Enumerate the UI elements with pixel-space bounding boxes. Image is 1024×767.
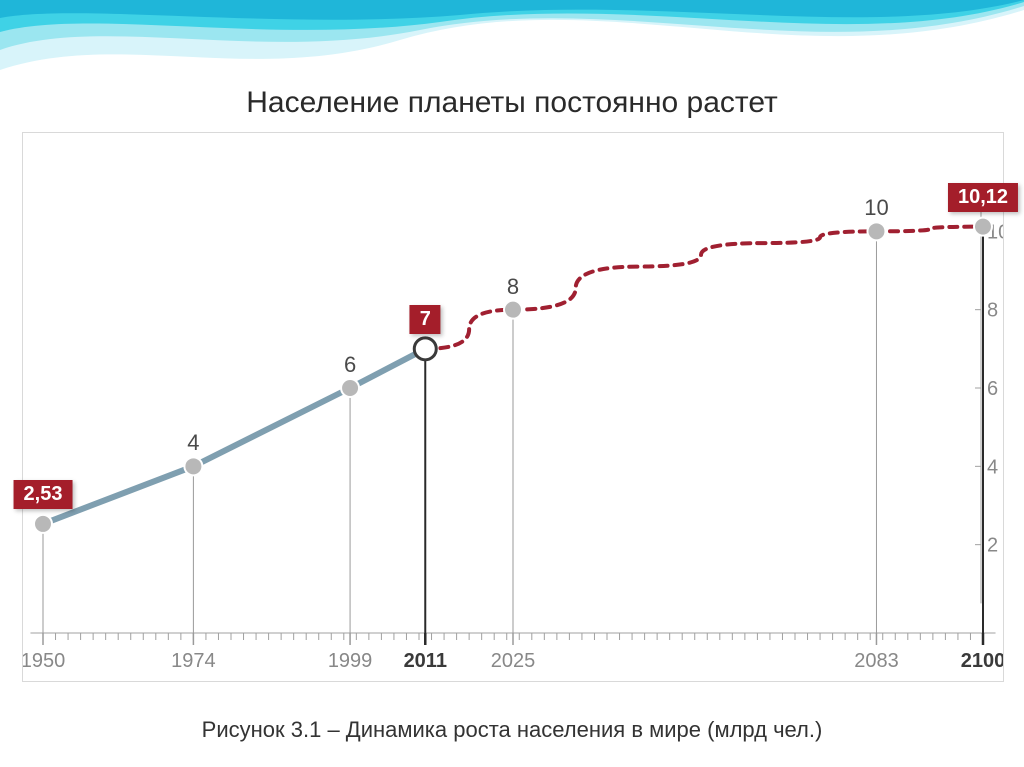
value-label: 6 <box>344 352 356 378</box>
svg-text:8: 8 <box>987 300 998 322</box>
svg-text:1999: 1999 <box>328 650 373 672</box>
svg-text:2: 2 <box>987 535 998 557</box>
svg-text:4: 4 <box>987 456 998 478</box>
value-label: 10 <box>864 195 888 221</box>
value-badge: 10,12 <box>948 183 1018 212</box>
value-label: 8 <box>507 274 519 300</box>
page-title: Население планеты постоянно растет <box>0 86 1024 120</box>
chart-svg: 2 4 6 8 10 1950 1974 1999 2011 2025 2083 2100 <box>23 133 1003 681</box>
svg-text:2011: 2011 <box>404 650 447 672</box>
population-chart: 2468101950197419992011202520832100 2,534… <box>22 132 1004 682</box>
value-label: 4 <box>187 430 199 456</box>
svg-text:1974: 1974 <box>171 650 216 672</box>
svg-text:2025: 2025 <box>491 650 536 672</box>
svg-text:2083: 2083 <box>854 650 899 672</box>
value-badge: 7 <box>410 305 441 334</box>
svg-text:6: 6 <box>987 378 998 400</box>
page: Население планеты постоянно растет 2 4 6 8 1… <box>0 0 1024 767</box>
value-badge: 2,53 <box>14 480 73 509</box>
svg-text:2100: 2100 <box>961 650 1003 672</box>
figure-caption: Рисунок 3.1 – Динамика роста населения в… <box>0 717 1024 743</box>
svg-text:1950: 1950 <box>23 650 65 672</box>
